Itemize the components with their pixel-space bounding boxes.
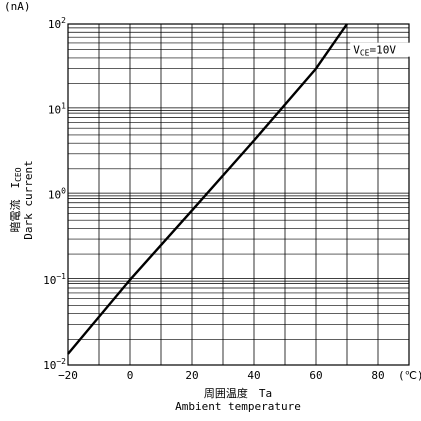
x-tick-label: 0 [127,369,134,382]
y-axis-label-ja: 暗電流 ICEO [8,167,23,232]
y-axis-ticks: 102 101 100 10−1 10−2 [43,16,66,372]
vce-annotation: VCE=10V [350,42,411,58]
y-axis-label-sub: CEO [14,167,23,182]
x-axis-ticks: −20 0 20 40 60 80 [58,369,385,382]
y-tick-label: 101 [48,101,66,116]
y-axis-label-en: Dark current [22,160,35,239]
y-unit-label: (nA) [4,0,31,13]
y-tick-label: 10−1 [43,272,66,287]
annotation-text: VCE=10V [353,44,396,58]
x-axis-label-en: Ambient temperature [175,400,301,413]
y-tick-label: 102 [48,16,66,31]
annotation-main: V [353,44,360,57]
series-layer [67,23,348,355]
annotation-rest: =10V [369,44,396,57]
x-tick-label: −20 [58,369,78,382]
x-tick-label: 40 [247,369,260,382]
y-axis-label-ja-main: 暗電流 I [8,182,22,233]
x-unit-label: (℃) [398,369,421,382]
x-tick-label: 80 [371,369,384,382]
y-tick-label: 10−2 [43,357,66,372]
annotation-sub: CE [360,49,370,58]
x-axis-label-ja: 周囲温度 Ta [204,386,272,400]
x-tick-label: 60 [309,369,322,382]
plot-frame [67,23,410,366]
y-tick-label: 100 [48,187,66,202]
grid [68,24,409,365]
annotation-background [350,42,411,57]
series-line [67,23,348,355]
x-tick-label: 20 [185,369,198,382]
